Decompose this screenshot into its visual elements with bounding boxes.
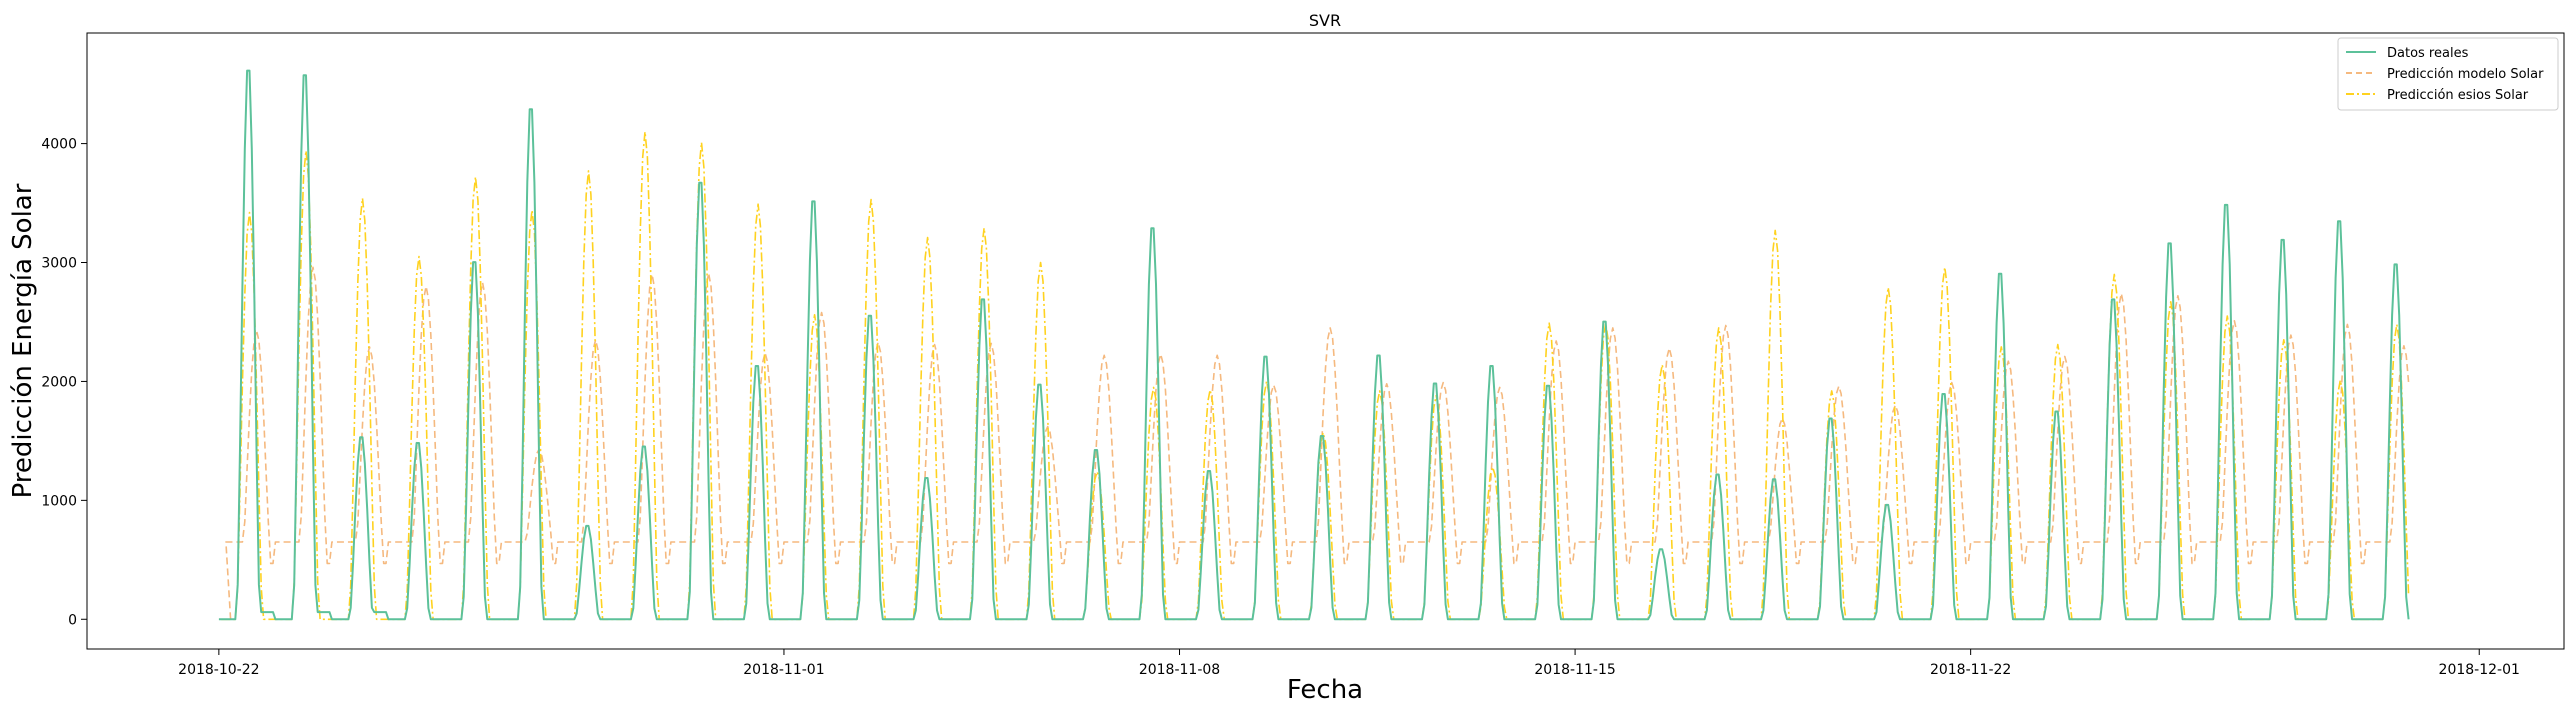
x-tick-label: 2018-10-22 [178,662,259,678]
series-prediccion-modelo-line [225,266,2410,620]
x-tick-label: 2018-11-15 [1534,662,1615,678]
legend-item: Predicción esios Solar [2346,88,2529,103]
y-axis-label: Predicción Energía Solar [8,183,38,498]
x-tick-label: 2018-11-22 [1930,662,2011,678]
legend-box [2337,37,2559,111]
plot-area [86,32,2565,650]
y-tick-label: 4000 [41,137,77,153]
plot-frame [86,32,2565,650]
x-tick-label: 2018-11-01 [743,662,824,678]
x-tick-label: 2018-12-01 [2439,662,2520,678]
y-tick-label: 1000 [41,493,77,509]
y-axis-ticks: 0 1000 2000 3000 4000 [41,137,87,628]
legend-item: Predicción modelo Solar [2346,67,2544,82]
series-layer [218,69,2410,621]
y-tick-label: 0 [68,612,77,628]
legend: Datos reales Predicción modelo Solar Pre… [2337,37,2559,111]
y-tick-label: 2000 [41,374,77,390]
chart-title: SVR [1309,11,1341,30]
legend-item: Datos reales [2346,46,2469,61]
series-datos-reales-line [218,69,2410,621]
x-tick-label: 2018-11-08 [1139,662,1220,678]
legend-label: Predicción esios Solar [2387,88,2529,103]
legend-label: Predicción modelo Solar [2387,67,2544,82]
y-tick-label: 3000 [41,256,77,272]
x-axis-ticks: 2018-10-22 2018-11-01 2018-11-08 2018-11-15… [178,649,2520,678]
x-axis-label: Fecha [1287,675,1363,705]
legend-label: Datos reales [2387,46,2469,61]
